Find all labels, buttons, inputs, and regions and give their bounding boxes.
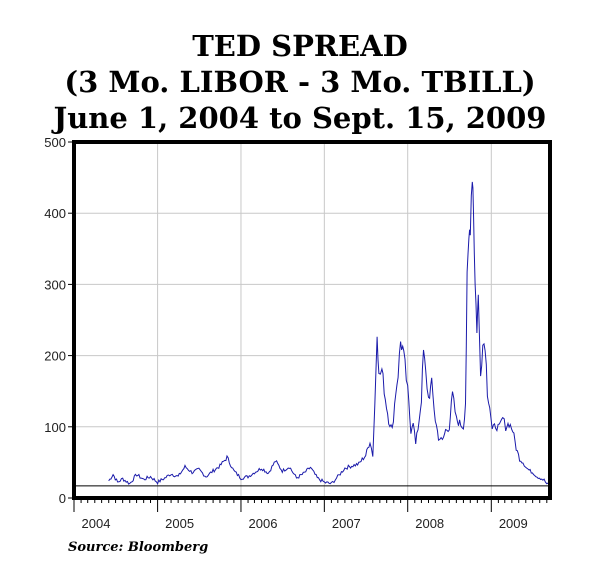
x-tick-label: 2008 xyxy=(415,516,444,531)
series-layer xyxy=(108,181,551,487)
series-line xyxy=(108,181,551,487)
x-tick-label: 2005 xyxy=(165,516,194,531)
chart-title: TED SPREAD xyxy=(192,29,408,63)
x-tick-label: 2009 xyxy=(499,516,528,531)
y-tick-label: 500 xyxy=(44,135,66,150)
plot-frame xyxy=(72,140,552,500)
y-tick-label: 300 xyxy=(44,277,66,292)
x-tick-label: 2007 xyxy=(332,516,361,531)
y-tick-label: 0 xyxy=(59,491,66,506)
chart-subtitle-line-2: June 1, 2004 to Sept. 15, 2009 xyxy=(53,101,547,135)
x-tick-label: 2004 xyxy=(82,516,111,531)
y-tick-label: 400 xyxy=(44,206,66,221)
chart-subtitle-line-1: (3 Mo. LIBOR - 3 Mo. TBILL) xyxy=(64,65,536,99)
x-axis-ticks: 2004 2005 2006 2007 2008 2009 xyxy=(73,498,548,531)
x-tick-label: 2006 xyxy=(249,516,278,531)
y-tick-label: 200 xyxy=(44,349,66,364)
y-axis-ticks: 0 100 200 300 400 500 xyxy=(44,135,74,506)
source-note: Source: Bloomberg xyxy=(68,540,209,555)
y-tick-label: 100 xyxy=(44,420,66,435)
